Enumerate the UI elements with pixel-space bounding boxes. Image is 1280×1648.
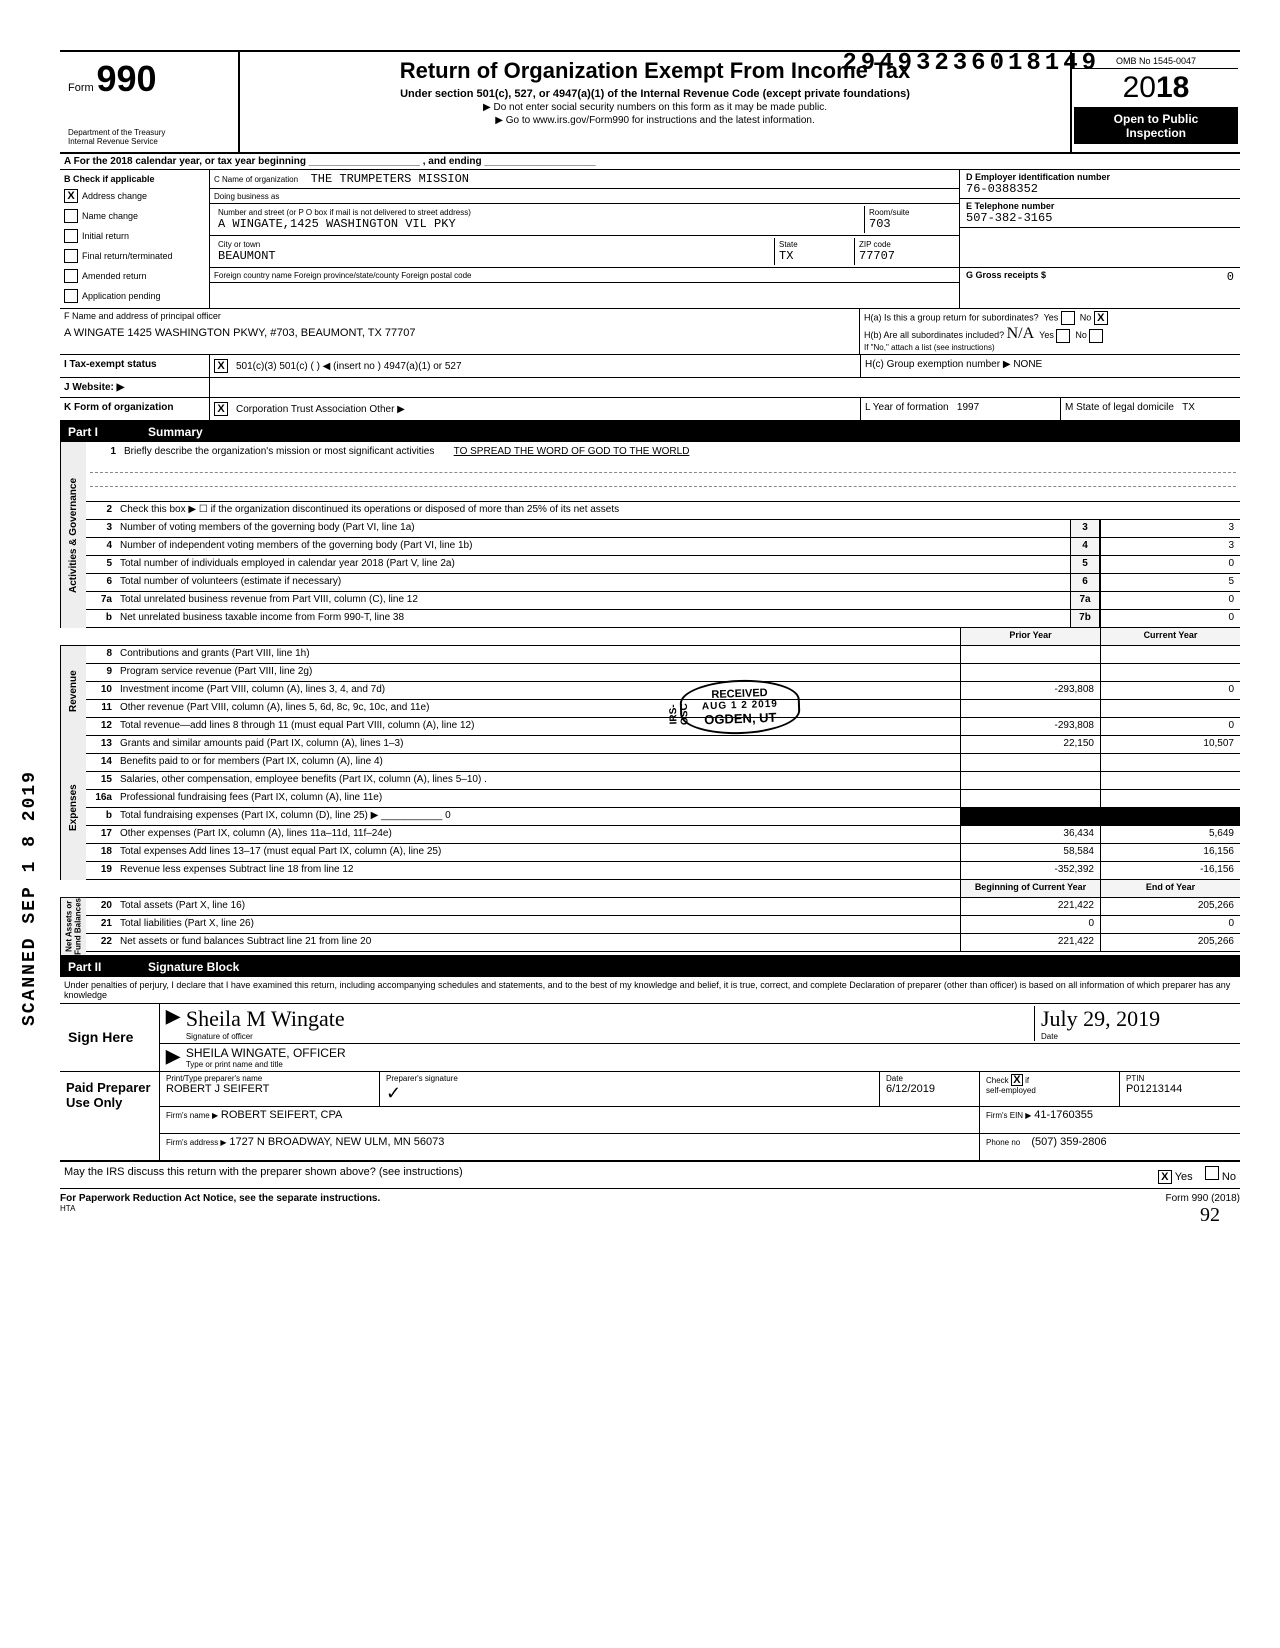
- self-employed-check[interactable]: X: [1011, 1074, 1023, 1086]
- sig-date: July 29, 2019: [1041, 1006, 1234, 1032]
- room: 703: [869, 217, 951, 231]
- summary-line: 18Total expenses Add lines 13–17 (must e…: [86, 844, 1240, 862]
- sig-name: SHEILA WINGATE, OFFICER: [186, 1046, 1234, 1060]
- discuss-no[interactable]: [1205, 1166, 1219, 1180]
- city: BEAUMONT: [218, 249, 770, 263]
- row-a: A For the 2018 calendar year, or tax yea…: [60, 154, 1240, 170]
- tax-501c3[interactable]: X: [214, 359, 228, 373]
- summary-line: bTotal fundraising expenses (Part IX, co…: [86, 808, 1240, 826]
- col-c: C Name of organization THE TRUMPETERS MI…: [210, 170, 960, 308]
- check-name[interactable]: Name change: [62, 206, 207, 226]
- summary-line: 2Check this box ▶ ☐ if the organization …: [86, 502, 1240, 520]
- summary-line: 17Other expenses (Part IX, column (A), l…: [86, 826, 1240, 844]
- section-fh: F Name and address of principal officer …: [60, 309, 1240, 355]
- row-i: I Tax-exempt status X 501(c)(3) 501(c) (…: [60, 355, 1240, 378]
- state-domicile: TX: [1182, 402, 1195, 413]
- part2-header: Part II Signature Block: [60, 957, 1240, 977]
- vlabel-balances: Net Assets or Fund Balances: [60, 898, 86, 955]
- vlabel-expenses: Expenses: [60, 736, 86, 880]
- summary-line: 22Net assets or fund balances Subtract l…: [86, 934, 1240, 952]
- mission: TO SPREAD THE WORD OF GOD TO THE WORLD: [454, 446, 690, 457]
- principal-officer: A WINGATE 1425 WASHINGTON PKWY, #703, BE…: [64, 327, 855, 339]
- check-initial[interactable]: Initial return: [62, 226, 207, 246]
- firm-name: ROBERT SEIFERT, CPA: [221, 1109, 342, 1121]
- vlabel-revenue: Revenue: [60, 646, 86, 736]
- year-header-row: Prior Year Current Year: [60, 628, 1240, 646]
- row-k: K Form of organization X Corporation Tru…: [60, 398, 1240, 422]
- discuss-yes[interactable]: X: [1158, 1170, 1172, 1184]
- preparer-block: Paid Preparer Use Only Print/Type prepar…: [60, 1072, 1240, 1162]
- penalty-text: Under penalties of perjury, I declare th…: [60, 977, 1240, 1004]
- firm-phone: (507) 359-2806: [1031, 1136, 1106, 1148]
- ha-no[interactable]: X: [1094, 311, 1108, 325]
- summary-line: 20Total assets (Part X, line 16)221,4222…: [86, 898, 1240, 916]
- form-label: Form: [68, 82, 94, 94]
- summary-line: 11Other revenue (Part VIII, column (A), …: [86, 700, 1240, 718]
- summary-line: 4Number of independent voting members of…: [86, 538, 1240, 556]
- street: A WINGATE,1425 WASHINGTON VIL PKY: [218, 217, 860, 231]
- ptin: P01213144: [1126, 1083, 1234, 1095]
- check-pending[interactable]: Application pending: [62, 286, 207, 306]
- summary-line: 3Number of voting members of the governi…: [86, 520, 1240, 538]
- part1-header: Part I Summary: [60, 422, 1240, 442]
- summary-table: Activities & Governance 1 Briefly descri…: [60, 442, 1240, 957]
- summary-line: bNet unrelated business taxable income f…: [86, 610, 1240, 628]
- hb-no[interactable]: [1089, 329, 1103, 343]
- summary-line: 10Investment income (Part VIII, column (…: [86, 682, 1240, 700]
- section-bc: B Check if applicable XAddress change Na…: [60, 170, 1240, 309]
- hc-val: NONE: [1013, 359, 1042, 370]
- check-amended[interactable]: Amended return: [62, 266, 207, 286]
- preparer-name: ROBERT J SEIFERT: [166, 1083, 373, 1095]
- bal-header-row: Beginning of Current Year End of Year: [60, 880, 1240, 898]
- col-de: D Employer identification number76-03883…: [960, 170, 1240, 308]
- preparer-date: 6/12/2019: [886, 1083, 973, 1095]
- subtitle: Under section 501(c), 527, or 4947(a)(1)…: [248, 88, 1062, 100]
- gross-receipts: 0: [1227, 270, 1234, 284]
- row-j: J Website: ▶: [60, 378, 1240, 398]
- dept: Department of the Treasury Internal Reve…: [68, 128, 230, 146]
- sign-block: Sign Here ▶ Sheila M Wingate Signature o…: [60, 1004, 1240, 1072]
- summary-line: 9Program service revenue (Part VIII, lin…: [86, 664, 1240, 682]
- hb-yes[interactable]: [1056, 329, 1070, 343]
- summary-line: 12Total revenue—add lines 8 through 11 (…: [86, 718, 1240, 736]
- phone: 507-382-3165: [966, 211, 1234, 225]
- zip: 77707: [859, 249, 951, 263]
- ha-yes[interactable]: [1061, 311, 1075, 325]
- state: TX: [779, 249, 850, 263]
- summary-line: 15Salaries, other compensation, employee…: [86, 772, 1240, 790]
- check-address[interactable]: XAddress change: [62, 186, 207, 206]
- inspect: Open to Public Inspection: [1074, 108, 1238, 144]
- discuss-row: May the IRS discuss this return with the…: [60, 1162, 1240, 1189]
- hb-hand: N/A: [1007, 325, 1035, 342]
- note2: ▶ Go to www.irs.gov/Form990 for instruct…: [248, 115, 1062, 126]
- col-b: B Check if applicable XAddress change Na…: [60, 170, 210, 308]
- summary-line: 19Revenue less expenses Subtract line 18…: [86, 862, 1240, 880]
- summary-line: 5Total number of individuals employed in…: [86, 556, 1240, 574]
- vlabel-governance: Activities & Governance: [60, 442, 86, 628]
- note1: ▶ Do not enter social security numbers o…: [248, 102, 1062, 113]
- summary-line: 16aProfessional fundraising fees (Part I…: [86, 790, 1240, 808]
- side-stamp: SCANNED SEP 1 8 2019: [20, 770, 40, 1026]
- summary-line: 6Total number of volunteers (estimate if…: [86, 574, 1240, 592]
- check-final[interactable]: Final return/terminated: [62, 246, 207, 266]
- form-number: 990: [96, 58, 156, 99]
- org-name: THE TRUMPETERS MISSION: [311, 172, 469, 186]
- top-stamp: 29493236018149: [842, 50, 1100, 77]
- summary-line: 8Contributions and grants (Part VIII, li…: [86, 646, 1240, 664]
- k-corp[interactable]: X: [214, 402, 228, 416]
- summary-line: 7aTotal unrelated business revenue from …: [86, 592, 1240, 610]
- summary-line: 21Total liabilities (Part X, line 26)00: [86, 916, 1240, 934]
- hand-note: 92: [1200, 1204, 1220, 1227]
- ein: 76-0388352: [966, 182, 1234, 196]
- year-formation: 1997: [957, 402, 979, 413]
- form-page: 29493236018149 SCANNED SEP 1 8 2019 Form…: [60, 50, 1240, 1217]
- footer: For Paperwork Reduction Act Notice, see …: [60, 1189, 1240, 1217]
- summary-line: 13Grants and similar amounts paid (Part …: [86, 736, 1240, 754]
- firm-ein: 41-1760355: [1034, 1109, 1093, 1121]
- summary-line: 14Benefits paid to or for members (Part …: [86, 754, 1240, 772]
- firm-addr: 1727 N BROADWAY, NEW ULM, MN 56073: [229, 1136, 444, 1148]
- signature: Sheila M Wingate: [186, 1006, 1034, 1032]
